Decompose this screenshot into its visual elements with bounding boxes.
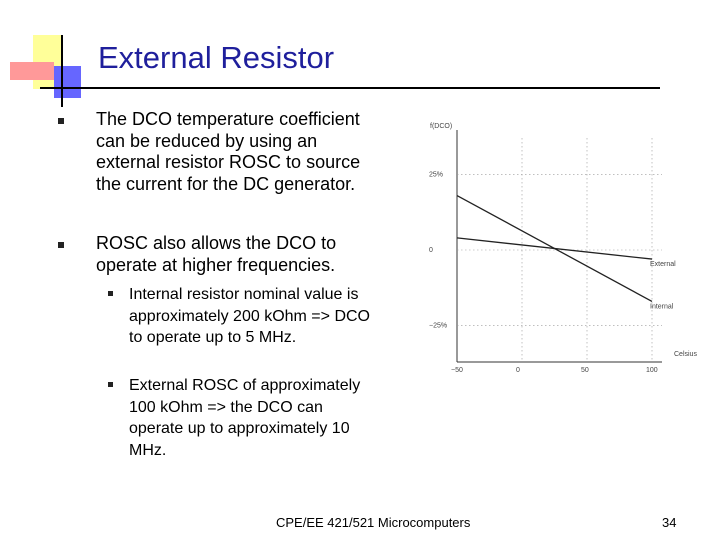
sub-bullet-text: Internal resistor nominal value is appro… (129, 286, 370, 346)
bullet-text: The DCO temperature coefficient can be r… (96, 109, 361, 194)
temperature-chart: f(DCO) Celsius 25% 0 −25% −50 0 50 100 Externa… (429, 123, 697, 374)
sub-bullet-marker (108, 291, 113, 296)
footer-text: CPE/EE 421/521 Microcomputers (276, 515, 471, 530)
y-tick-label: 25% (429, 171, 443, 178)
x-tick-label: 100 (646, 367, 658, 374)
bullet-marker (58, 118, 64, 124)
x-axis-label: Celsius (674, 351, 697, 358)
deco-horizontal-line (40, 87, 660, 89)
sub-bullet-marker (108, 382, 113, 387)
bullet-marker (58, 242, 64, 248)
x-tick-label: 0 (516, 367, 520, 374)
deco-red-block (10, 62, 54, 80)
y-tick-label: 0 (429, 247, 433, 254)
deco-vertical-line (61, 35, 63, 107)
bullet-text: ROSC also allows the DCO to operate at h… (96, 233, 337, 275)
series-label: External (650, 261, 676, 268)
sub-bullet-text: External ROSC of approximately 100 kOhm … (129, 377, 361, 459)
page-number: 34 (662, 515, 677, 530)
x-tick-label: 50 (581, 367, 589, 374)
series-label: Internal (650, 303, 674, 310)
series-line-internal (456, 194, 653, 303)
x-tick-label: −50 (451, 367, 463, 374)
deco-blue-block (54, 66, 81, 98)
y-tick-label: −25% (429, 323, 447, 330)
y-top-label: f(DCO) (430, 123, 452, 130)
slide-title: External Resistor (98, 40, 335, 75)
